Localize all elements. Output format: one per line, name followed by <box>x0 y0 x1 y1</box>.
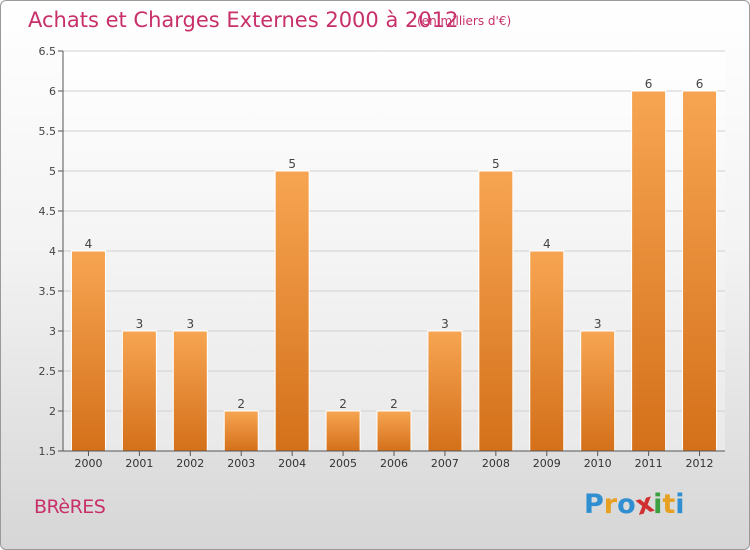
x-tick-label: 2000 <box>74 457 102 470</box>
logo-letter: t <box>662 489 676 520</box>
bar-2011 <box>631 90 667 452</box>
bar-2007 <box>427 330 463 452</box>
x-tick-label: 2001 <box>125 457 153 470</box>
bar-2009 <box>529 250 565 452</box>
data-label: 6 <box>696 77 704 91</box>
x-tick-label: 2010 <box>584 457 612 470</box>
data-label: 3 <box>136 317 144 331</box>
bar-2010 <box>580 330 616 452</box>
x-tick-label: 2005 <box>329 457 357 470</box>
data-label: 6 <box>645 77 653 91</box>
bar-2008 <box>478 170 514 452</box>
bar-2002 <box>172 330 208 452</box>
commune-name: BRèRES <box>34 496 106 518</box>
data-label: 3 <box>441 317 449 331</box>
data-label: 2 <box>237 397 245 411</box>
bar-2000 <box>70 250 106 452</box>
bar-2005 <box>325 410 361 452</box>
bar-2001 <box>121 330 157 452</box>
y-tick-label: 6 <box>49 85 56 98</box>
y-tick-label: 5 <box>49 165 56 178</box>
logo-letter: P <box>584 489 604 520</box>
x-tick-label: 2011 <box>635 457 663 470</box>
chart-title: Achats et Charges Externes 2000 à 2012 <box>28 8 459 32</box>
y-tick-label: 3 <box>49 325 56 338</box>
logo-letter: o <box>617 489 636 520</box>
x-tick-label: 2006 <box>380 457 408 470</box>
logo-letter: r <box>603 489 618 520</box>
y-tick-label: 1.5 <box>39 445 57 458</box>
data-label: 5 <box>288 157 296 171</box>
bar-2004 <box>274 170 310 452</box>
bar-2003 <box>223 410 259 452</box>
data-label: 4 <box>85 237 93 251</box>
y-tick-label: 6.5 <box>39 45 57 58</box>
logo-letter: i <box>675 489 685 520</box>
logo-letter: i <box>653 489 663 520</box>
y-tick-label: 5.5 <box>39 125 57 138</box>
x-tick-label: 2007 <box>431 457 459 470</box>
data-label: 2 <box>339 397 347 411</box>
x-tick-label: 2003 <box>227 457 255 470</box>
data-label: 3 <box>594 317 602 331</box>
data-label: 2 <box>390 397 398 411</box>
x-tick-label: 2004 <box>278 457 306 470</box>
x-tick-label: 2002 <box>176 457 204 470</box>
chart-unit: (en milliers d'€) <box>417 14 512 28</box>
bar-2006 <box>376 410 412 452</box>
data-label: 5 <box>492 157 500 171</box>
y-tick-label: 4 <box>49 245 56 258</box>
x-tick-label: 2012 <box>686 457 714 470</box>
x-tick-label: 2008 <box>482 457 510 470</box>
y-tick-label: 2.5 <box>39 365 57 378</box>
bar-chart: 4 3 3 2 5 2 2 3 5 4 3 6 6 1.5 2 2.5 3 3.5 4 4.5 5 5.5 6 6.5 200… <box>39 45 725 470</box>
proxiti-logo: Proxiti <box>584 487 685 521</box>
y-tick-label: 4.5 <box>39 205 57 218</box>
y-tick-label: 3.5 <box>39 285 57 298</box>
x-tick-label: 2009 <box>533 457 561 470</box>
data-label: 3 <box>186 317 194 331</box>
y-tick-label: 2 <box>49 405 56 418</box>
bar-2012 <box>682 90 718 452</box>
data-label: 4 <box>543 237 551 251</box>
